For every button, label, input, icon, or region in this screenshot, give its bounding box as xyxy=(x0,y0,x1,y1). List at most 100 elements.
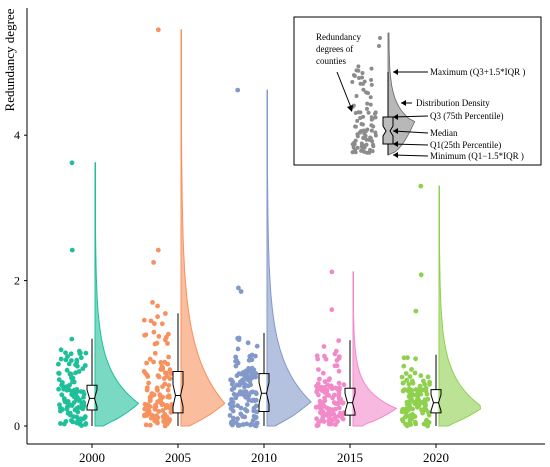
legend-point xyxy=(377,44,381,48)
data-point xyxy=(154,386,160,391)
data-point xyxy=(254,343,260,349)
legend-point xyxy=(353,111,358,115)
outlier-point xyxy=(235,87,241,93)
violin-2010 xyxy=(266,89,312,427)
data-point xyxy=(425,374,431,380)
data-point xyxy=(417,383,423,389)
legend-point xyxy=(351,103,356,108)
data-point xyxy=(421,378,426,384)
plot-area xyxy=(56,27,482,429)
legend-label-density: Distribution Density xyxy=(416,98,490,108)
outlier-point xyxy=(155,303,161,309)
legend-point xyxy=(355,145,360,150)
legend-inset: Redundancy degrees of counties Maximum (… xyxy=(293,16,542,166)
legend-box xyxy=(293,16,542,166)
data-point xyxy=(246,366,251,371)
data-point xyxy=(227,401,233,407)
legend-point xyxy=(368,95,373,100)
data-point xyxy=(79,423,84,428)
data-point xyxy=(234,382,240,388)
data-point xyxy=(229,397,234,402)
data-point xyxy=(63,350,68,356)
data-point xyxy=(56,386,61,392)
x-tick-label: 2005 xyxy=(165,450,191,465)
data-point xyxy=(401,355,407,361)
data-point xyxy=(230,422,236,427)
data-point xyxy=(73,397,79,403)
box-2010 xyxy=(258,373,270,412)
data-point xyxy=(158,397,164,403)
outlier-point xyxy=(418,183,424,189)
data-point xyxy=(69,358,74,363)
legend-point xyxy=(365,106,369,111)
data-point xyxy=(415,404,420,410)
data-point xyxy=(235,360,241,366)
data-point xyxy=(233,354,239,360)
legend-point xyxy=(378,36,382,40)
data-point xyxy=(149,413,155,418)
data-point xyxy=(326,377,332,383)
data-point xyxy=(78,355,84,361)
data-point xyxy=(152,416,158,422)
y-tick-label: 2 xyxy=(14,274,20,288)
data-point xyxy=(146,380,152,386)
data-point xyxy=(153,404,159,410)
data-point xyxy=(320,415,326,421)
data-point xyxy=(333,422,338,427)
data-point xyxy=(58,405,63,411)
violin-2015 xyxy=(352,271,398,427)
data-point xyxy=(152,321,157,327)
legend-arrow xyxy=(392,115,429,118)
data-point xyxy=(316,367,321,372)
data-point xyxy=(329,407,335,413)
data-point xyxy=(247,378,253,384)
legend-arrowhead xyxy=(393,69,398,75)
data-point xyxy=(144,360,150,366)
data-point xyxy=(163,405,169,410)
data-point xyxy=(156,374,162,380)
data-point xyxy=(71,414,76,419)
data-point xyxy=(160,384,165,389)
data-point xyxy=(399,374,405,380)
data-point xyxy=(147,422,153,428)
outlier-point xyxy=(329,269,335,275)
outlier-point xyxy=(155,247,161,253)
data-point xyxy=(70,376,76,382)
data-point xyxy=(336,368,342,374)
data-point xyxy=(249,357,255,363)
data-point xyxy=(161,418,167,424)
data-point xyxy=(238,405,244,411)
data-point xyxy=(245,340,251,346)
data-point xyxy=(143,422,149,428)
data-point xyxy=(323,356,329,362)
legend-label-min: Minimum (Q1−1.5*IQR ) xyxy=(430,151,524,161)
data-point xyxy=(321,385,327,390)
data-point xyxy=(167,367,173,373)
data-point xyxy=(59,392,65,398)
data-point xyxy=(251,405,257,411)
data-point xyxy=(83,350,89,356)
data-point xyxy=(141,317,147,323)
box-2020 xyxy=(430,389,442,414)
data-point xyxy=(336,388,342,394)
data-point xyxy=(144,372,150,378)
data-point xyxy=(144,387,150,393)
data-point xyxy=(144,413,150,418)
legend-point xyxy=(364,142,369,147)
data-point xyxy=(316,385,322,390)
data-point xyxy=(154,340,160,346)
data-point xyxy=(159,364,165,369)
data-point xyxy=(63,386,69,392)
data-point xyxy=(152,350,158,356)
data-point xyxy=(80,405,86,411)
data-point xyxy=(331,400,337,405)
data-point xyxy=(333,385,338,391)
data-point xyxy=(327,384,333,390)
legend-arrowhead xyxy=(393,141,398,147)
data-point xyxy=(324,405,330,411)
data-point xyxy=(165,361,171,367)
outlier-point xyxy=(150,300,155,305)
data-point xyxy=(56,361,61,367)
data-point xyxy=(77,397,83,403)
data-point xyxy=(56,371,62,376)
